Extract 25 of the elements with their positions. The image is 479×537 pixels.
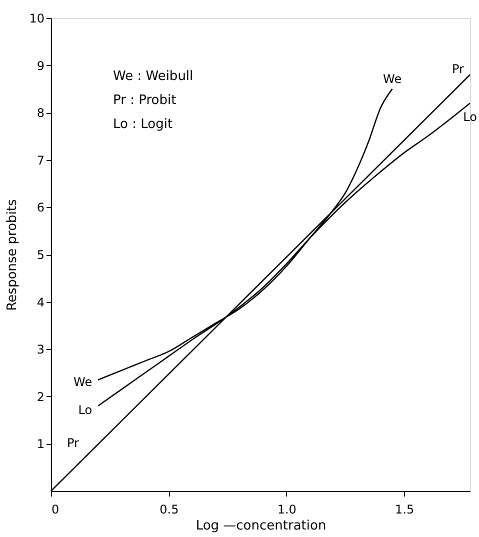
y-tick-label: 2 — [36, 390, 44, 404]
y-tick-label: 6 — [36, 200, 44, 215]
y-tick-label: 5 — [36, 248, 44, 262]
x-tick-label: 0.5 — [160, 502, 179, 516]
y-tick-label: 7 — [36, 153, 44, 168]
y-axis-title: Response probits — [5, 198, 20, 311]
text: Lo — [78, 402, 92, 417]
x-tick-label: 0 — [52, 502, 60, 516]
text: We — [383, 72, 402, 86]
y-tick-label: 3 — [36, 342, 44, 357]
text: Pr — [67, 436, 79, 450]
annotation: Pr : Probit — [113, 93, 176, 108]
x-tick-label: 1.5 — [395, 502, 414, 516]
series-label: Pr — [452, 62, 464, 76]
series-label: Lo — [463, 110, 477, 124]
y-tick-label: 8 — [36, 106, 44, 120]
y-tick-label: 9 — [36, 58, 44, 73]
series-label: We — [74, 374, 92, 389]
x-tick-label: 1.0 — [277, 502, 296, 516]
annotation: Lo : Logit — [113, 117, 173, 132]
y-tick-label: 10 — [29, 12, 44, 26]
y-tick-label: 4 — [36, 295, 44, 310]
y-tick-label: 1 — [36, 437, 44, 452]
annotation: We : Weibull — [113, 69, 194, 84]
x-axis-title: Log —concentration — [196, 518, 326, 534]
